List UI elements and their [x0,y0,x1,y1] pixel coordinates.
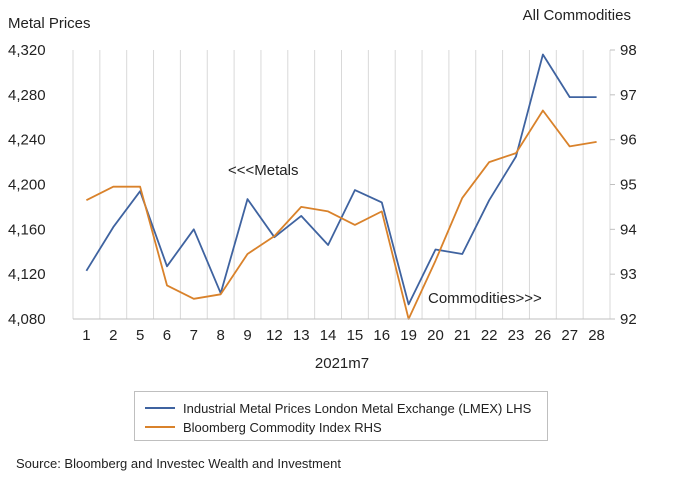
x-tick-label: 22 [481,327,498,344]
y-right-tick-label: 93 [620,266,637,283]
y-left-tick-label: 4,120 [8,266,46,283]
x-tick-label: 1 [82,327,90,344]
x-tick-label: 7 [190,327,198,344]
legend-label-lmex: Industrial Metal Prices London Metal Exc… [183,400,532,416]
x-tick-label: 26 [535,327,552,344]
y-right-tick-label: 92 [620,311,637,328]
legend-swatch-bcom [145,426,175,428]
y-right-tick-label: 98 [620,42,637,59]
chart-series [85,53,597,320]
right-axis-title: All Commodities [523,7,631,24]
y-right-tick-label: 96 [620,132,637,149]
y-right-tick-label: 95 [620,177,637,194]
x-axis-label: 2021m7 [315,355,369,372]
y-left-tick-label: 4,160 [8,221,46,238]
source-note: Source: Bloomberg and Investec Wealth an… [16,456,341,471]
y-left-tick-label: 4,200 [8,177,46,194]
annotation-commodities: Commodities>>> [428,290,542,307]
left-axis-title: Metal Prices [8,15,91,32]
y-left-tick-label: 4,320 [8,42,46,59]
legend-label-bcom: Bloomberg Commodity Index RHS [183,419,382,435]
x-tick-label: 20 [427,327,444,344]
series-line-bcom [85,109,597,320]
x-tick-label: 9 [243,327,251,344]
y-left-tick-label: 4,080 [8,311,46,328]
x-tick-label: 13 [293,327,310,344]
x-tick-label: 21 [454,327,471,344]
x-tick-label: 5 [136,327,144,344]
x-tick-label: 23 [508,327,525,344]
y-right-tick-label: 94 [620,221,637,238]
chart-grid [72,50,611,319]
chart-axes: 4,0804,1204,1604,2004,2404,2804,32092939… [8,42,637,344]
legend: Industrial Metal Prices London Metal Exc… [134,391,548,441]
x-tick-label: 15 [347,327,364,344]
x-tick-label: 2 [109,327,117,344]
y-left-tick-label: 4,280 [8,87,46,104]
x-tick-label: 12 [266,327,283,344]
x-tick-label: 14 [320,327,337,344]
x-tick-label: 28 [588,327,605,344]
legend-item-bcom: Bloomberg Commodity Index RHS [145,418,382,436]
x-tick-label: 16 [373,327,390,344]
x-tick-label: 19 [400,327,417,344]
y-left-tick-label: 4,240 [8,132,46,149]
annotation-metals: <<<Metals [228,162,298,179]
y-right-tick-label: 97 [620,87,637,104]
x-tick-label: 8 [217,327,225,344]
x-tick-label: 6 [163,327,171,344]
legend-swatch-lmex [145,407,175,409]
x-tick-label: 27 [561,327,578,344]
legend-item-lmex: Industrial Metal Prices London Metal Exc… [145,399,531,417]
